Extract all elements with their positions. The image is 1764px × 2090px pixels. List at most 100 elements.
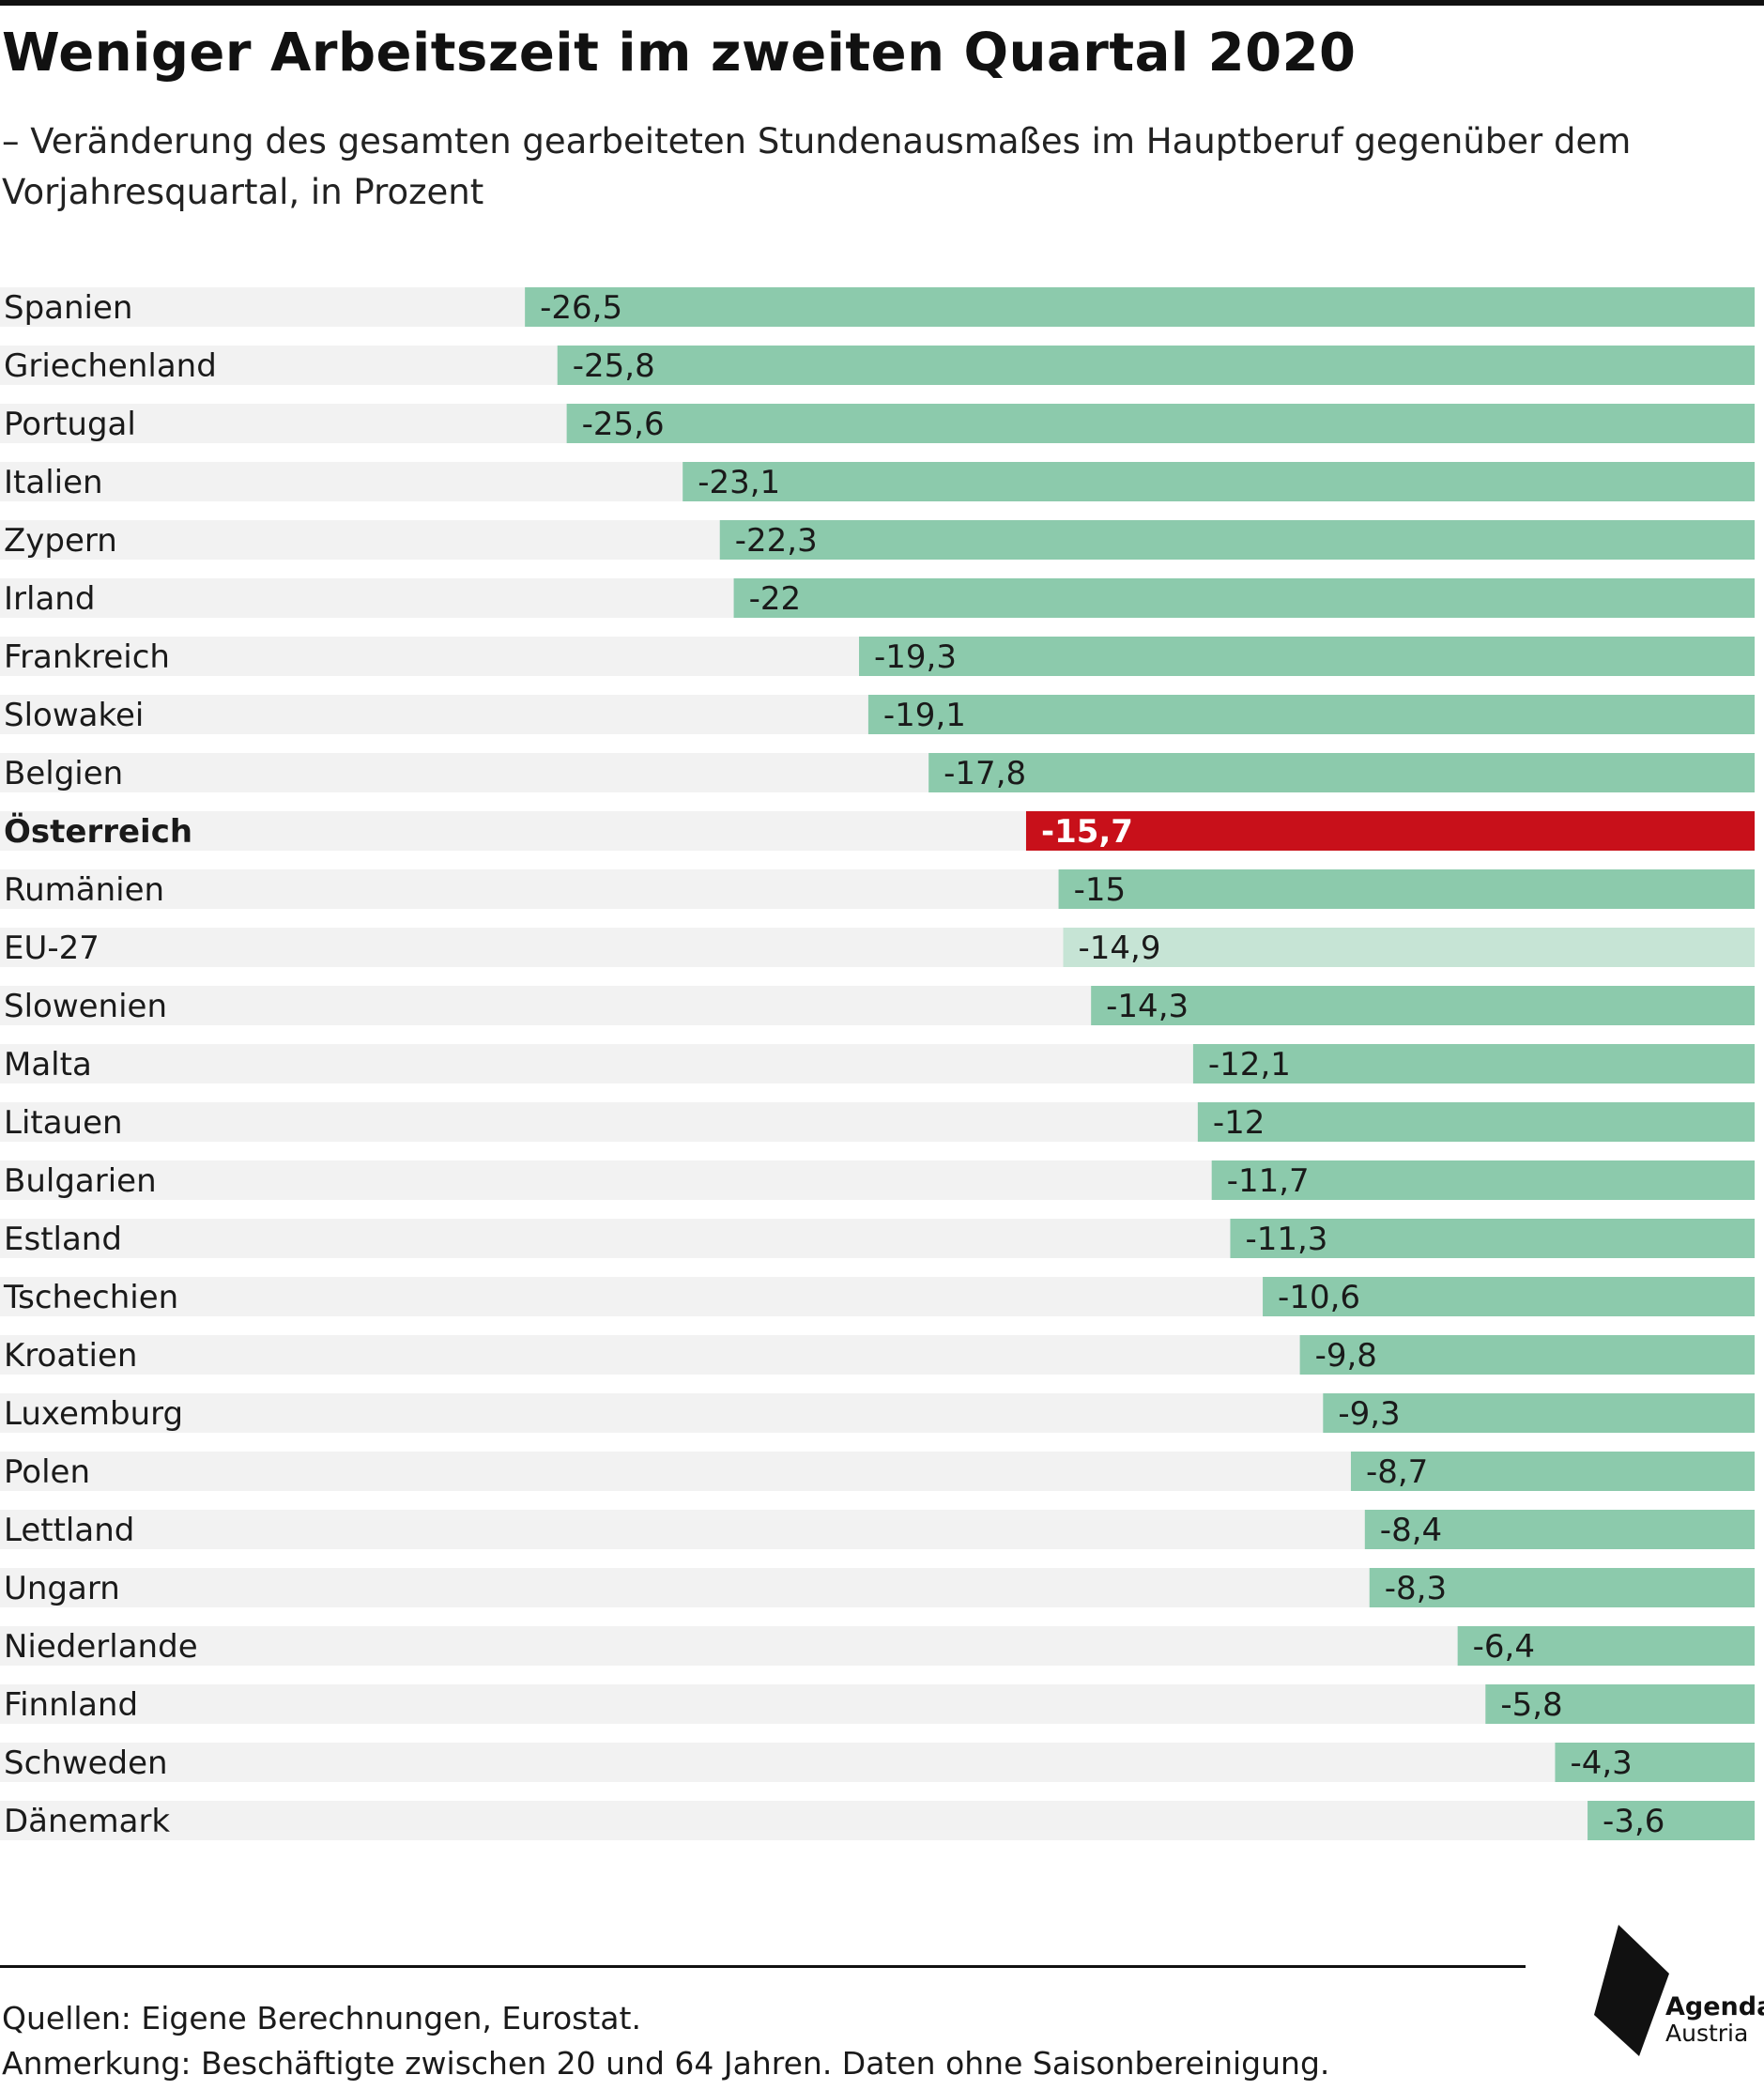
bar <box>557 346 1755 385</box>
category-label: Zypern <box>4 522 117 560</box>
bar <box>867 695 1755 734</box>
bar <box>928 753 1755 792</box>
bar-row: Niederlande -6,4 <box>0 1626 1755 1666</box>
category-label: Portugal <box>4 406 136 443</box>
bar <box>1197 1102 1755 1142</box>
value-label: -15 <box>1074 871 1127 909</box>
category-label: Belgien <box>4 755 123 792</box>
top-rule <box>0 0 1764 6</box>
bar-row: Ungarn -8,3 <box>0 1568 1755 1607</box>
bar-chart: Spanien -26,5 Griechenland -25,8 Portugal -25… <box>0 287 1756 1840</box>
category-label: Finnland <box>4 1686 138 1724</box>
value-label: -11,7 <box>1227 1162 1310 1200</box>
remark-note: Anmerkung: Beschäftigte zwischen 20 und … <box>2 2045 1330 2082</box>
bar <box>733 578 1755 618</box>
footer-rule <box>0 1965 1526 1968</box>
chart-title: Weniger Arbeitszeit im zweiten Quartal 2… <box>2 23 1357 84</box>
logo-text-austria: Austria <box>1665 2020 1749 2047</box>
value-label: -15,7 <box>1041 813 1133 851</box>
category-label: Irland <box>4 580 95 618</box>
value-label: -12 <box>1213 1104 1265 1142</box>
value-label: -9,3 <box>1338 1395 1400 1433</box>
bar <box>1369 1568 1755 1607</box>
bar-row: Rumänien -15 <box>0 869 1755 909</box>
category-label: Malta <box>4 1046 92 1083</box>
bar <box>1364 1510 1755 1549</box>
category-label: Tschechien <box>3 1279 178 1316</box>
value-label: -25,6 <box>582 406 665 443</box>
value-label: -19,3 <box>874 638 957 676</box>
bar-row: Slowakei -19,1 <box>0 695 1755 734</box>
bar <box>1192 1044 1755 1083</box>
category-label: Niederlande <box>4 1628 198 1666</box>
bar-row: Österreich -15,7 <box>0 811 1755 851</box>
bar <box>1211 1160 1755 1200</box>
bar-row: Lettland -8,4 <box>0 1510 1755 1549</box>
value-label: -5,8 <box>1500 1686 1562 1724</box>
bar-row: Frankreich -19,3 <box>0 637 1755 676</box>
bar <box>1299 1335 1755 1375</box>
bar <box>1588 1801 1755 1840</box>
category-label: Rumänien <box>4 871 164 909</box>
row-background <box>0 1684 1755 1724</box>
value-label: -22,3 <box>735 522 818 560</box>
bar-row: Italien -23,1 <box>0 462 1756 501</box>
value-label: -10,6 <box>1278 1279 1360 1316</box>
bar <box>719 520 1755 560</box>
value-label: -4,3 <box>1570 1744 1632 1782</box>
bar-row: Polen -8,7 <box>0 1452 1755 1491</box>
bar-row: Griechenland -25,8 <box>0 346 1755 385</box>
category-label: Bulgarien <box>4 1162 157 1200</box>
category-label: Italien <box>4 464 103 501</box>
value-label: -8,4 <box>1380 1512 1442 1549</box>
bar-row: EU-27 -14,9 <box>0 928 1755 967</box>
value-label: -22 <box>749 580 802 618</box>
bar-row: Finnland -5,8 <box>0 1684 1755 1724</box>
value-label: -14,9 <box>1079 930 1161 967</box>
value-label: -26,5 <box>540 289 622 327</box>
bar <box>1263 1277 1755 1316</box>
bar-row: Schweden -4,3 <box>0 1743 1755 1782</box>
source-note: Quellen: Eigene Berechnungen, Eurostat. <box>2 2000 641 2036</box>
bar <box>1350 1452 1755 1491</box>
logo-text-agenda: Agenda <box>1665 1992 1764 2021</box>
value-label: -14,3 <box>1106 988 1189 1025</box>
bar <box>1058 869 1755 909</box>
bar-row: Luxemburg -9,3 <box>0 1393 1755 1433</box>
bar-aggregate <box>1063 928 1755 967</box>
row-background <box>0 1743 1755 1782</box>
category-label: Kroatien <box>4 1337 137 1375</box>
bar-row: Zypern -22,3 <box>0 520 1755 560</box>
bar-highlight <box>1025 811 1755 851</box>
value-label: -6,4 <box>1473 1628 1535 1666</box>
category-label: Estland <box>4 1221 122 1258</box>
value-label: -12,1 <box>1208 1046 1291 1083</box>
category-label: Frankreich <box>4 638 170 676</box>
category-label: Griechenland <box>4 347 217 385</box>
bar-row: Bulgarien -11,7 <box>0 1160 1755 1200</box>
bar <box>1230 1219 1755 1258</box>
bar <box>683 462 1756 501</box>
bar-row: Belgien -17,8 <box>0 753 1755 792</box>
value-label: -9,8 <box>1315 1337 1377 1375</box>
bar-row: Estland -11,3 <box>0 1219 1755 1258</box>
category-label: Lettland <box>4 1512 134 1549</box>
bar <box>1457 1626 1755 1666</box>
category-label: Litauen <box>4 1104 123 1142</box>
category-label: Spanien <box>4 289 132 327</box>
bar-row: Litauen -12 <box>0 1102 1755 1142</box>
bar <box>1091 986 1755 1025</box>
value-label: -8,7 <box>1366 1453 1428 1491</box>
value-label: -25,8 <box>573 347 655 385</box>
category-label: Schweden <box>4 1744 168 1782</box>
value-label: -3,6 <box>1603 1803 1664 1840</box>
bar-row: Dänemark -3,6 <box>0 1801 1755 1840</box>
category-label: Luxemburg <box>4 1395 183 1433</box>
value-label: -11,3 <box>1245 1221 1327 1258</box>
bar <box>566 404 1755 443</box>
agenda-austria-logo: Agenda Austria <box>1594 1925 1764 2084</box>
bar <box>525 287 1756 327</box>
chart-subtitle: – Veränderung des gesamten gearbeiteten … <box>2 121 1632 212</box>
bar-row: Kroatien -9,8 <box>0 1335 1755 1375</box>
bar <box>1555 1743 1755 1782</box>
